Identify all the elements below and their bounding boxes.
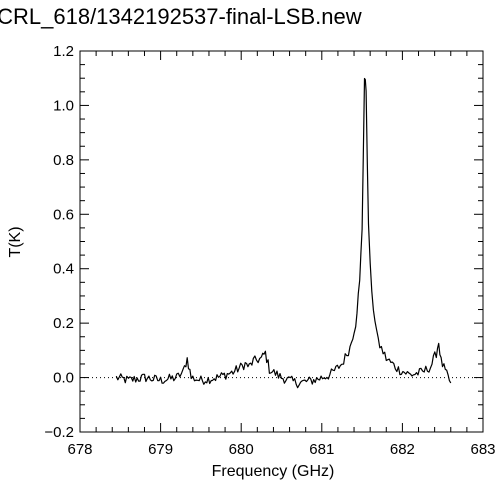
y-tick-label: 0.6 bbox=[53, 206, 74, 223]
y-axis-title: T(K) bbox=[7, 226, 24, 257]
spectrum-series-line bbox=[115, 77, 452, 389]
chart-title: /CRL_618/1342192537-final-LSB.new bbox=[0, 4, 362, 29]
y-tick-label: 0.2 bbox=[53, 315, 74, 332]
x-axis: 678 679 680 681 682 683 bbox=[67, 51, 496, 458]
x-tick-label: 679 bbox=[148, 441, 173, 458]
x-tick-label: 678 bbox=[67, 441, 92, 458]
plot-frame bbox=[79, 50, 484, 433]
y-axis: −0.2 0.0 0.2 0.4 0.6 0.8 1.0 1.2 bbox=[44, 43, 483, 441]
x-tick-label: 681 bbox=[309, 441, 334, 458]
y-tick-label: 1.2 bbox=[53, 43, 74, 60]
x-tick-label: 683 bbox=[470, 441, 495, 458]
y-tick-label: 1.0 bbox=[53, 97, 74, 114]
x-tick-label: 682 bbox=[390, 441, 415, 458]
x-tick-label: 680 bbox=[229, 441, 254, 458]
y-tick-label: 0.0 bbox=[53, 370, 74, 387]
y-tick-label: −0.2 bbox=[44, 424, 74, 441]
y-tick-label: 0.8 bbox=[53, 152, 74, 169]
x-axis-title: Frequency (GHz) bbox=[212, 463, 335, 480]
y-tick-label: 0.4 bbox=[53, 261, 74, 278]
